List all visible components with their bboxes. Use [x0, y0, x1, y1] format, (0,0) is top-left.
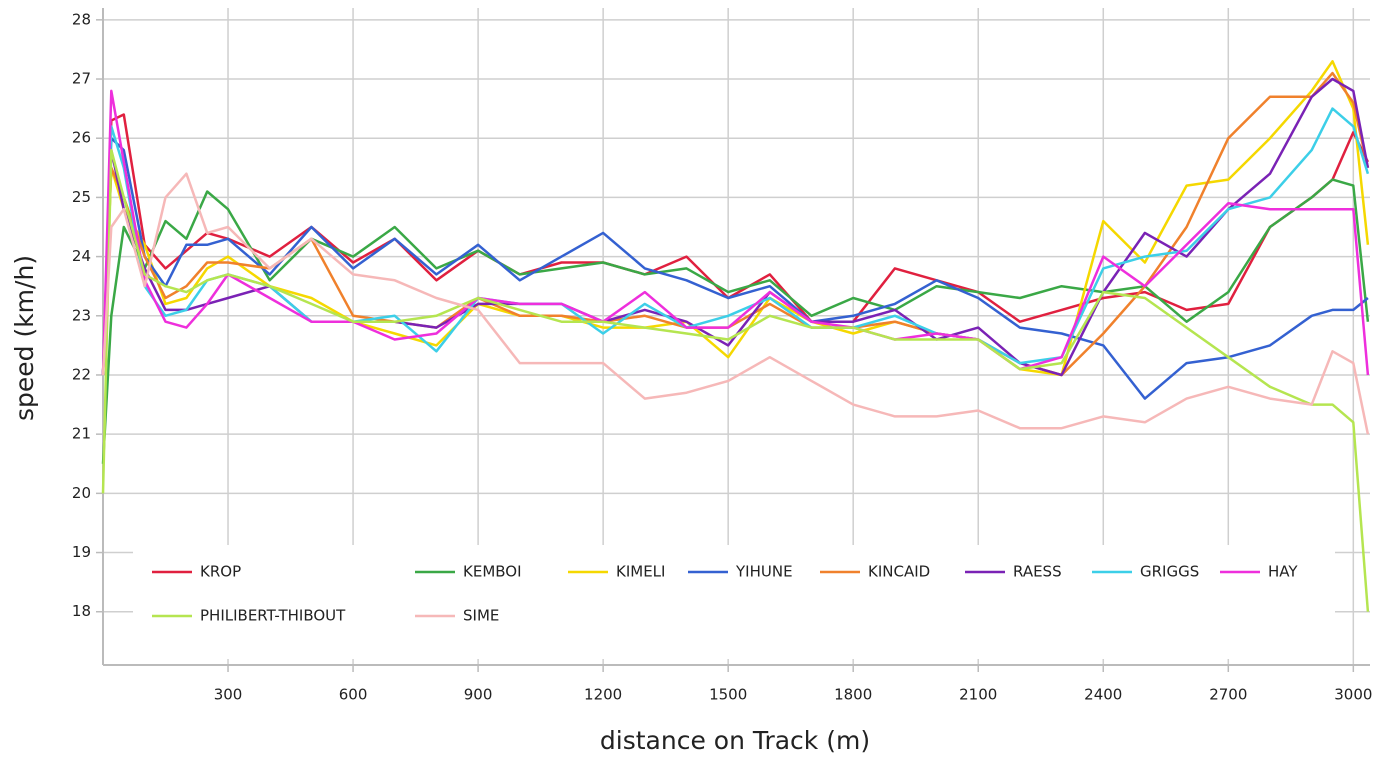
x-tick-label: 1500 [709, 686, 747, 704]
x-tick-label: 300 [214, 686, 243, 704]
x-tick-label: 1800 [834, 686, 872, 704]
legend-label: KIMELI [616, 563, 665, 581]
legend-label: KROP [200, 563, 241, 581]
legend-label: KINCAID [868, 563, 930, 581]
legend-label: RAESS [1013, 563, 1062, 581]
series-line [101, 178, 1370, 464]
legend: KROP KEMBOI KIMELI YIHUNE KINCAID RAESS GRIGGS… [133, 545, 1335, 659]
y-tick-label: 19 [72, 543, 91, 561]
x-tick-label: 1200 [584, 686, 622, 704]
y-axis-title: speed (km/h) [10, 255, 39, 421]
y-tick-label: 18 [72, 602, 91, 620]
series-line [101, 60, 1370, 377]
series-line [101, 71, 1370, 377]
y-tick-label: 22 [72, 365, 91, 383]
legend-box [133, 545, 1335, 659]
y-tick-label: 21 [72, 425, 91, 443]
series-line [101, 136, 1369, 400]
x-tick-label: 2100 [959, 686, 997, 704]
series-line [101, 89, 1370, 376]
series-line [101, 172, 1370, 435]
y-tick-label: 23 [72, 306, 91, 324]
legend-label: YIHUNE [735, 563, 793, 581]
legend-label: SIME [463, 607, 499, 625]
legend-label: PHILIBERT-THIBOUT [200, 607, 346, 625]
y-tick-label: 24 [72, 247, 91, 265]
x-tick-label: 2700 [1209, 686, 1247, 704]
x-tick-label: 2400 [1084, 686, 1122, 704]
y-tick-label: 25 [72, 188, 91, 206]
series-line [101, 148, 1370, 612]
legend-label: GRIGGS [1140, 563, 1199, 581]
y-tick-label: 27 [72, 70, 91, 88]
x-axis-title: distance on Track (m) [600, 726, 870, 755]
x-tick-label: 900 [464, 686, 493, 704]
legend-label: KEMBOI [463, 563, 522, 581]
y-tick-label: 28 [72, 10, 91, 28]
x-tick-label: 600 [339, 686, 368, 704]
series-line [101, 77, 1370, 377]
x-tick-label: 3000 [1334, 686, 1372, 704]
y-tick-label: 26 [72, 129, 91, 147]
y-tick-label: 20 [72, 484, 91, 502]
legend-label: HAY [1268, 563, 1298, 581]
